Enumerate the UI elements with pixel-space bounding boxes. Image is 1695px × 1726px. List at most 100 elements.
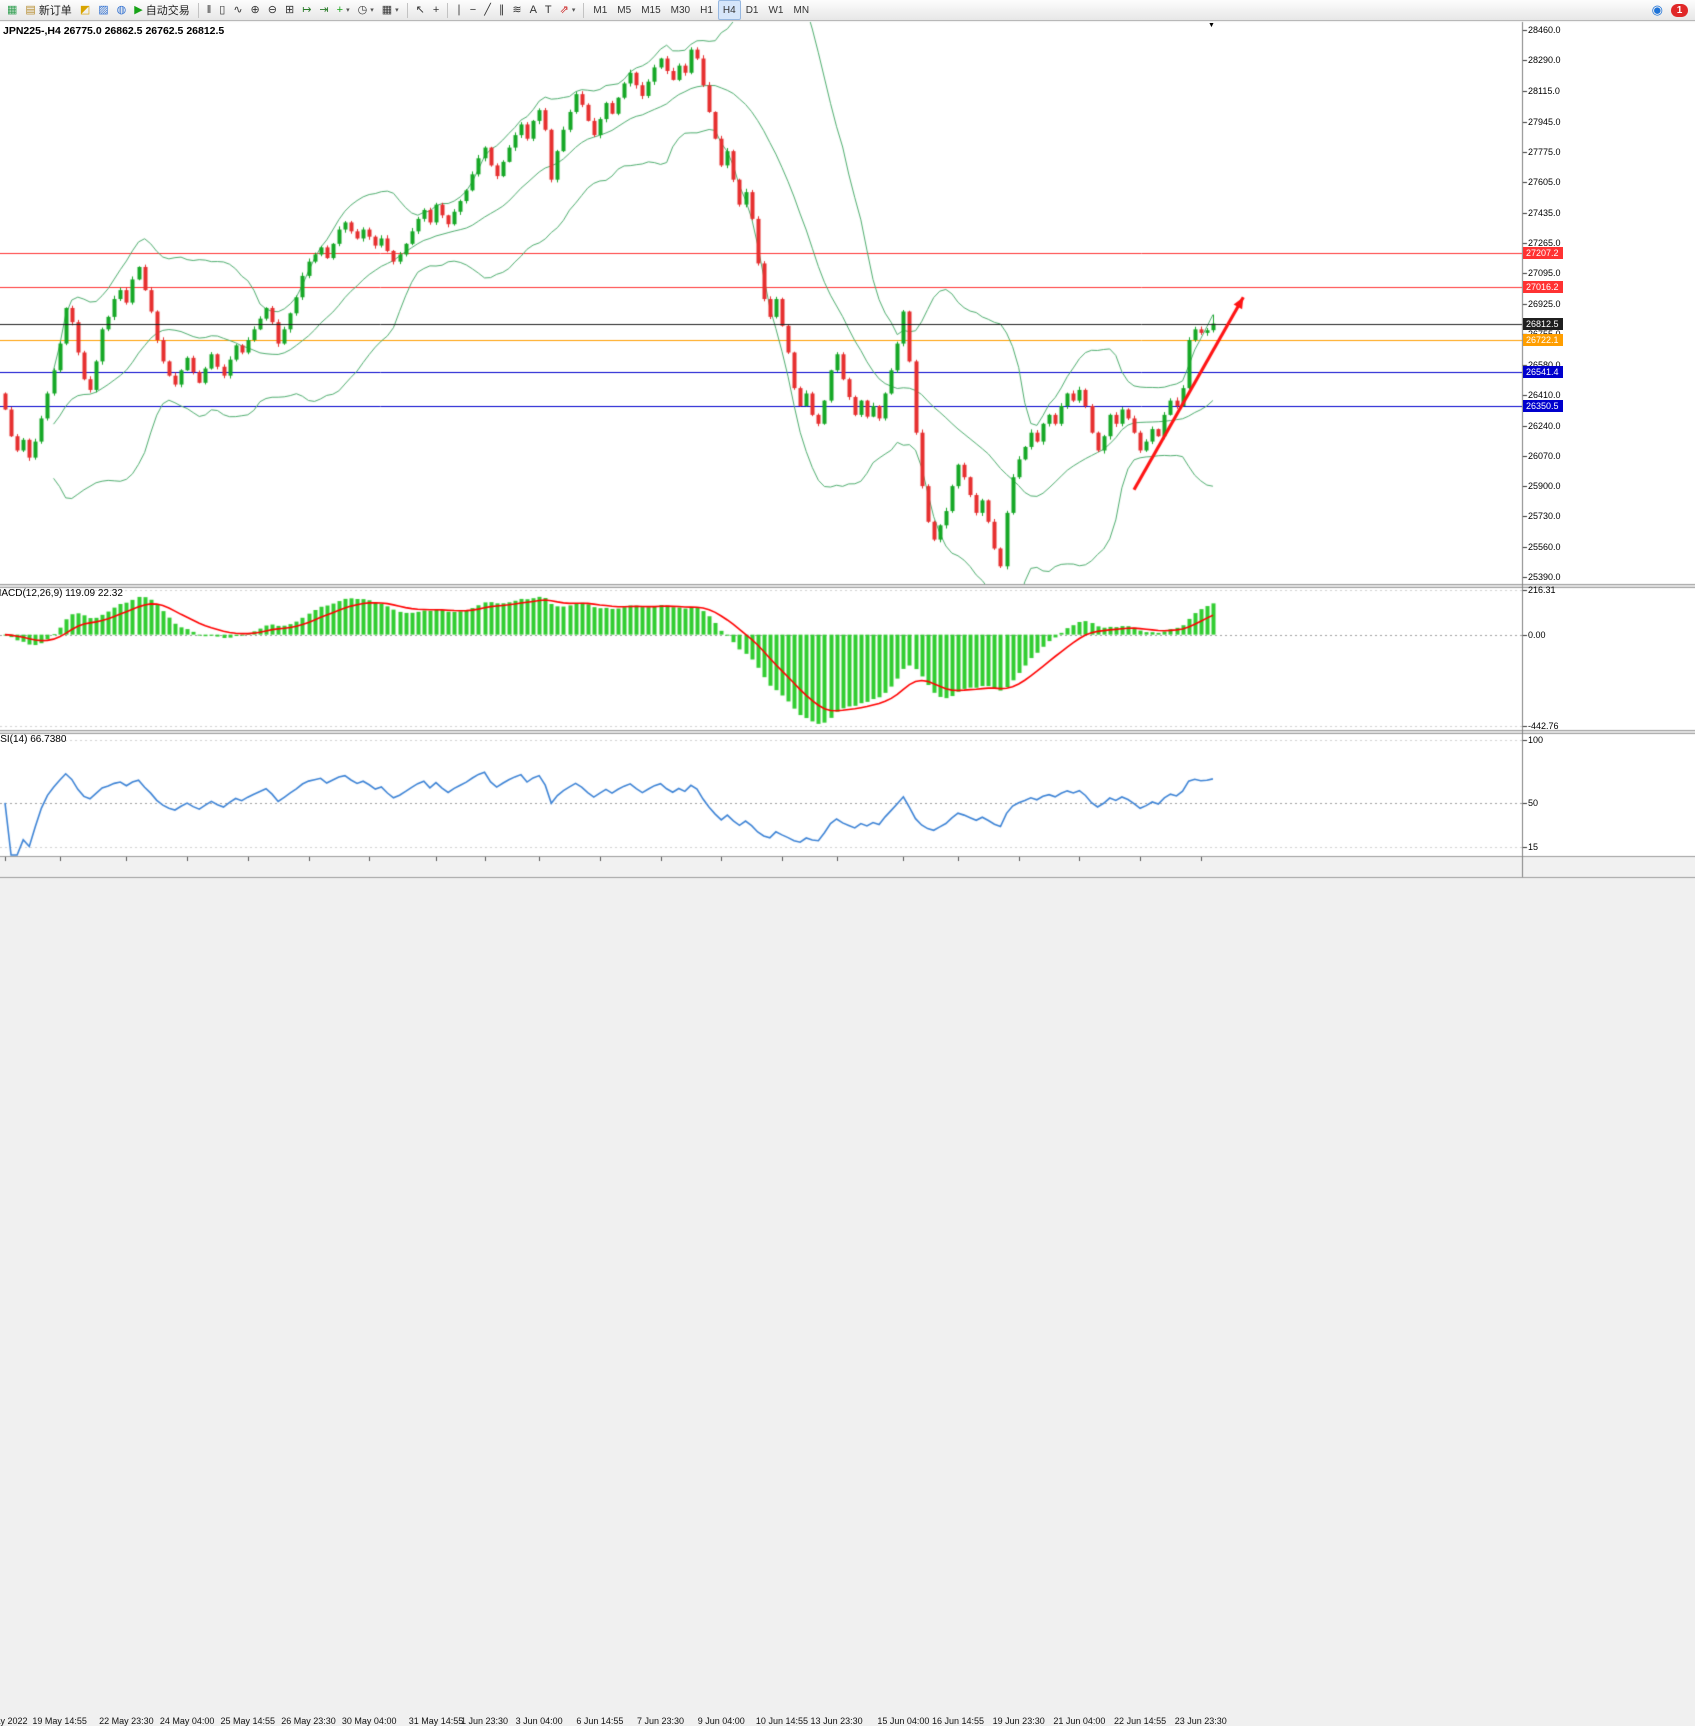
timeframe-group: M1 M5 M15 M30 H1 H4 D1 W1 MN	[588, 0, 814, 20]
time-axis-label: 30 May 04:00	[341, 1716, 397, 1726]
zoom-in-button[interactable]: ⊕	[247, 0, 264, 20]
text-label-button[interactable]: T	[541, 0, 556, 20]
tf-w1-button[interactable]: W1	[763, 0, 788, 20]
toolbar-group: ▦ ▤ 新订单 ◩ ▨ ◍ ▶ 自动交易	[3, 0, 194, 20]
web-community-icon: ◍	[116, 3, 127, 16]
tile-windows-icon: ⊞	[284, 3, 295, 16]
tf-w1-label: W1	[768, 4, 784, 16]
equidistant-channel-icon: ∥	[498, 3, 505, 16]
community-icon[interactable]: ◉	[1651, 2, 1663, 17]
zoom-out-button[interactable]: ⊖	[264, 0, 281, 20]
tf-m30-button[interactable]: M30	[666, 0, 695, 20]
templates-caret-icon: ▾	[395, 7, 399, 14]
time-axis-label: 25 May 14:55	[220, 1716, 276, 1726]
time-axis-label: 22 Jun 14:55	[1114, 1716, 1167, 1726]
tf-h1-label: H1	[700, 4, 713, 16]
auto-scroll-button[interactable]: ↦	[298, 0, 315, 20]
time-axis-label: 26 May 23:30	[281, 1716, 336, 1726]
indicators-button[interactable]: + ▾	[333, 0, 354, 20]
line-chart-mode-button[interactable]: ∿	[229, 0, 246, 20]
toolbar-separator	[447, 2, 449, 18]
equidistant-channel-button[interactable]: ∥	[495, 0, 509, 20]
time-axis-label: 15 Jun 04:00	[877, 1716, 930, 1726]
auto-trading-icon: ▶	[134, 3, 143, 16]
notifications-badge[interactable]: 1	[1671, 3, 1688, 17]
templates-button[interactable]: ▦ ▾	[378, 0, 403, 20]
chart-canvas[interactable]	[0, 0, 1695, 947]
toolbar-separator	[197, 2, 199, 18]
tf-mn-label: MN	[793, 4, 810, 16]
tf-mn-button[interactable]: MN	[788, 0, 814, 20]
chart-shift-icon: ⇥	[319, 3, 329, 16]
new-chart-button[interactable]: ▦	[3, 0, 21, 20]
text-icon: A	[529, 3, 537, 16]
arrows-caret-icon: ▾	[571, 7, 576, 14]
tf-d1-label: D1	[745, 4, 759, 16]
time-axis-label: 31 May 14:55	[408, 1716, 464, 1726]
fibonacci-button[interactable]: ≋	[508, 0, 525, 20]
toolbar-group: + ▾ ◷ ▾ ▦ ▾	[333, 0, 403, 20]
web-community-button[interactable]: ◍	[113, 0, 131, 20]
crosshair-icon: +	[432, 3, 440, 16]
arrows-icon: ⇗	[559, 3, 569, 16]
tf-m15-label: M15	[641, 4, 661, 16]
time-axis-label: 22 May 23:30	[99, 1716, 154, 1726]
toolbar-right: ◉ 1	[1652, 2, 1692, 18]
arrows-button[interactable]: ⇗ ▾	[556, 0, 580, 20]
tf-h1-button[interactable]: H1	[695, 0, 718, 20]
time-axis-label: 6 Jun 14:55	[576, 1716, 624, 1726]
tf-m5-button[interactable]: M5	[612, 0, 636, 20]
tf-m15-button[interactable]: M15	[636, 0, 665, 20]
templates-icon: ▦	[381, 3, 393, 16]
time-axis-label: 9 Jun 04:00	[697, 1716, 745, 1726]
market-watch-button[interactable]: ◩	[76, 0, 94, 20]
horizontal-line-button[interactable]: −	[466, 0, 480, 20]
bar-chart-mode-icon: ‖	[206, 3, 212, 16]
zoom-out-icon: ⊖	[267, 3, 277, 16]
periods-icon: ◷	[357, 3, 368, 16]
cursor-button[interactable]: ↖	[412, 0, 429, 20]
tf-d1-button[interactable]: D1	[741, 0, 764, 20]
auto-trading-button[interactable]: ▶ 自动交易	[130, 0, 193, 20]
periods-caret-icon: ▾	[370, 7, 374, 14]
vertical-line-button[interactable]: ∣	[452, 0, 466, 20]
cursor-icon: ↖	[415, 3, 425, 16]
new-chart-icon: ▦	[7, 3, 18, 16]
time-axis-label: 19 Jun 23:30	[992, 1716, 1045, 1726]
auto-trading-label: 自动交易	[145, 5, 190, 17]
crosshair-button[interactable]: +	[429, 0, 443, 20]
tile-windows-button[interactable]: ⊞	[281, 0, 298, 20]
periods-button[interactable]: ◷ ▾	[354, 0, 378, 20]
trendline-button[interactable]: ╱	[480, 0, 495, 20]
toolbar-group: ↖ +	[412, 0, 444, 20]
tf-h4-button[interactable]: H4	[717, 0, 741, 20]
text-button[interactable]: A	[526, 0, 541, 20]
tf-m5-label: M5	[617, 4, 632, 16]
toolbar-separator	[406, 2, 408, 18]
data-window-button[interactable]: ▨	[94, 0, 112, 20]
time-axis-label: 24 May 04:00	[159, 1716, 215, 1726]
time-axis-label: 1 Jun 23:30	[460, 1716, 509, 1726]
time-axis-label: 21 Jun 04:00	[1053, 1716, 1106, 1726]
line-chart-mode-icon: ∿	[233, 3, 243, 16]
time-axis-label: 7 Jun 23:30	[637, 1716, 685, 1726]
chart-shift-button[interactable]: ⇥	[315, 0, 332, 20]
toolbar: ▦ ▤ 新订单 ◩ ▨ ◍ ▶ 自动交易 ‖ ▯ ∿ ⊕ ⊖ ⊞ ↦ ⇥ + ▾ ◷ ▾ ▦ ▾ ↖ + ∣ − ╱ ∥ ≋ A T ⇗ ▾ M1…	[0, 0, 1695, 21]
time-axis-label: 10 Jun 14:55	[755, 1716, 808, 1726]
bar-chart-mode-button[interactable]: ‖	[203, 0, 216, 20]
new-order-icon: ▤	[25, 3, 36, 16]
zoom-in-icon: ⊕	[250, 3, 260, 16]
time-axis-label: 16 Jun 14:55	[931, 1716, 985, 1726]
vertical-line-icon: ∣	[456, 3, 462, 16]
indicators-caret-icon: ▾	[346, 7, 350, 14]
candlestick-mode-button[interactable]: ▯	[215, 0, 229, 20]
tf-m30-label: M30	[670, 4, 691, 16]
tf-m1-button[interactable]: M1	[588, 0, 612, 20]
new-order-button[interactable]: ▤ 新订单	[21, 0, 75, 20]
tf-m1-label: M1	[593, 4, 608, 16]
new-order-label: 新订单	[38, 5, 72, 17]
data-window-icon: ▨	[98, 3, 109, 16]
market-watch-icon: ◩	[79, 3, 91, 16]
time-axis-label: 13 Jun 23:30	[810, 1716, 863, 1726]
tf-h4-label: H4	[722, 4, 736, 16]
